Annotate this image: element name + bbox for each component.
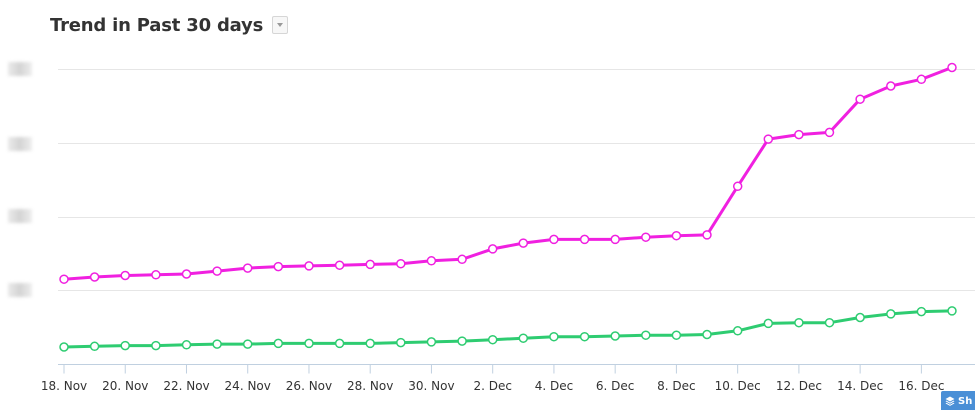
y-tick-label-obscured	[8, 209, 32, 223]
data-point	[702, 230, 712, 240]
x-tick-label: 30. Nov	[408, 379, 454, 393]
share-button-label: Sh	[958, 395, 973, 407]
data-point	[641, 330, 651, 340]
data-point	[886, 309, 896, 319]
data-point	[916, 306, 927, 317]
data-point	[59, 342, 69, 352]
data-point	[365, 259, 375, 270]
x-tick-label: 16. Dec	[898, 379, 944, 393]
data-point	[794, 317, 804, 328]
x-tick-label: 24. Nov	[225, 379, 271, 393]
x-tick-label: 12. Dec	[776, 379, 822, 393]
series-2	[59, 306, 957, 352]
data-point	[824, 317, 835, 328]
data-point	[89, 341, 100, 352]
data-point	[304, 338, 314, 349]
data-point	[579, 331, 590, 342]
data-point	[396, 258, 406, 269]
data-point	[518, 333, 529, 343]
data-point	[273, 338, 284, 349]
data-point	[120, 270, 130, 281]
x-tick-label: 2. Dec	[473, 379, 511, 393]
data-point	[334, 260, 345, 270]
x-tick-label: 10. Dec	[715, 379, 761, 393]
data-point	[549, 331, 559, 342]
data-point	[702, 329, 712, 340]
data-point	[151, 270, 161, 280]
series-group	[59, 62, 957, 352]
data-point	[916, 74, 927, 85]
x-tick-label: 8. Dec	[657, 379, 695, 393]
data-point	[242, 339, 253, 349]
x-tick-label: 26. Nov	[286, 379, 332, 393]
data-point	[304, 261, 314, 271]
data-point	[151, 340, 161, 351]
data-point	[59, 274, 69, 284]
data-point	[824, 127, 835, 138]
x-tick-label: 20. Nov	[102, 379, 148, 393]
chart-options-dropdown[interactable]	[272, 16, 289, 34]
x-tick-label: 28. Nov	[347, 379, 393, 393]
data-point	[89, 272, 100, 282]
data-point	[487, 334, 498, 345]
x-axis: 18. Nov 20. Nov 22. Nov 24. Nov 26. Nov 28. N…	[41, 364, 975, 393]
series-1	[59, 62, 957, 284]
data-point	[763, 134, 774, 144]
data-point	[426, 337, 437, 347]
data-point	[181, 340, 192, 350]
chart-header: Trend in Past 30 days	[50, 12, 289, 38]
data-point	[579, 234, 590, 245]
data-point	[855, 94, 865, 104]
data-point	[641, 232, 651, 242]
data-point	[181, 269, 192, 279]
data-point	[763, 318, 774, 329]
data-point	[396, 337, 406, 348]
data-point	[732, 181, 743, 192]
chart-title: Trend in Past 30 days	[50, 14, 264, 36]
y-tick-label-obscured	[8, 62, 32, 76]
data-point	[457, 336, 467, 346]
data-point	[732, 326, 743, 336]
y-tick-label-obscured	[8, 137, 32, 151]
data-point	[365, 338, 375, 349]
share-button[interactable]: Sh	[941, 391, 975, 410]
grid-lines	[58, 69, 975, 291]
data-point	[212, 266, 222, 276]
x-tick-label: 4. Dec	[535, 379, 573, 393]
data-point	[855, 312, 865, 323]
x-tick-label: 6. Dec	[596, 379, 634, 393]
data-point	[426, 256, 437, 266]
data-point	[242, 263, 253, 273]
data-point	[794, 129, 804, 140]
data-point	[457, 254, 467, 265]
data-point	[886, 81, 896, 91]
y-tick-label-obscured	[8, 283, 32, 297]
data-point	[671, 230, 682, 241]
data-point	[273, 261, 284, 272]
data-point	[610, 234, 620, 245]
layers-icon	[945, 396, 955, 406]
data-point	[212, 339, 222, 349]
x-tick-label: 18. Nov	[41, 379, 87, 393]
data-point	[549, 234, 559, 245]
x-tick-label: 14. Dec	[837, 379, 883, 393]
data-point	[610, 331, 620, 341]
data-point	[487, 244, 498, 254]
chevron-down-icon	[277, 23, 284, 27]
data-point	[120, 340, 130, 351]
data-point	[947, 306, 957, 316]
series-line	[62, 66, 954, 281]
data-point	[518, 238, 529, 248]
x-tick-label: 22. Nov	[163, 379, 209, 393]
data-point	[334, 338, 345, 349]
data-point	[671, 330, 682, 340]
series-line	[62, 309, 954, 349]
data-point	[947, 62, 957, 73]
